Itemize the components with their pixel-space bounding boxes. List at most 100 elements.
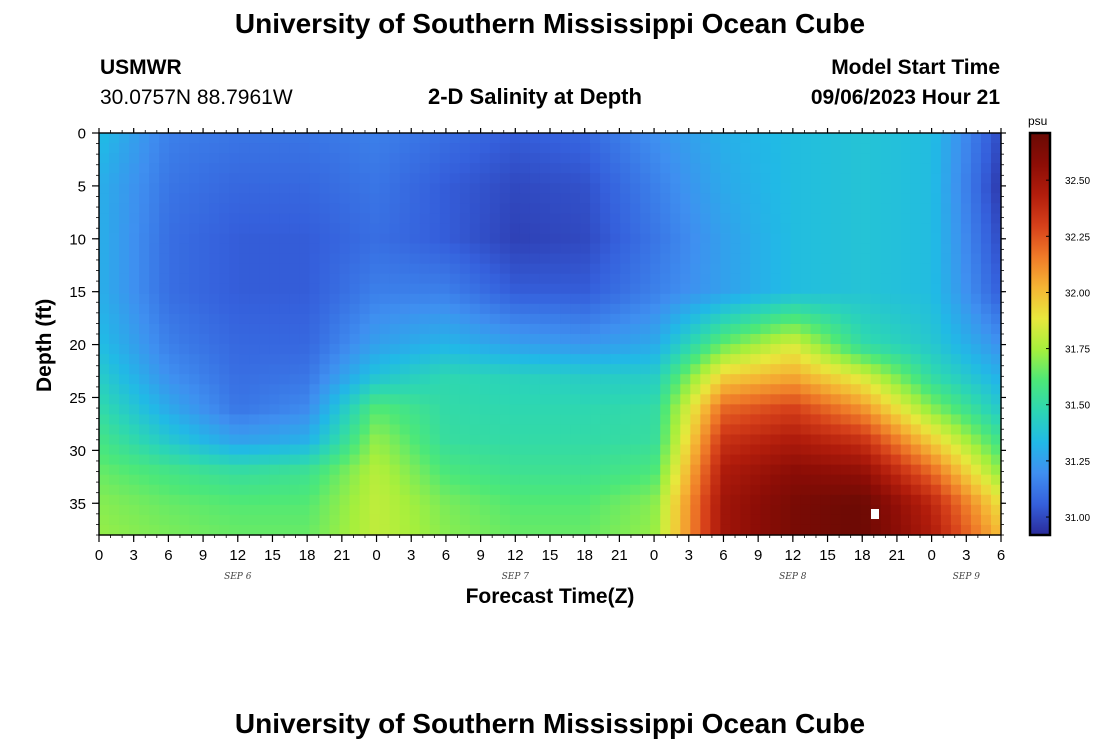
heatmap-cell (930, 323, 942, 335)
heatmap-cell (529, 213, 541, 225)
y-tick-label: 20 (69, 337, 86, 354)
heatmap-cell (139, 514, 150, 526)
heatmap-cell (800, 334, 812, 345)
heatmap-cell (439, 183, 451, 194)
heatmap-cell (690, 303, 701, 315)
heatmap-cell (910, 263, 922, 275)
heatmap-cell (590, 364, 601, 375)
heatmap-cell (590, 193, 601, 204)
heatmap-cell (329, 283, 341, 295)
heatmap-cell (960, 173, 972, 184)
heatmap-cell (459, 173, 471, 184)
heatmap-cell (800, 213, 812, 225)
heatmap-cell (860, 223, 872, 235)
heatmap-cell (580, 364, 591, 375)
heatmap-cell (479, 233, 491, 245)
heatmap-cell (199, 474, 210, 486)
heatmap-cell (489, 394, 501, 405)
heatmap-cell (449, 424, 461, 436)
heatmap-cell (269, 524, 280, 536)
heatmap-cell (239, 253, 250, 265)
heatmap-cell (900, 414, 912, 426)
heatmap-cell (810, 143, 822, 154)
heatmap-cell (399, 263, 411, 275)
heatmap-cell (249, 504, 260, 516)
heatmap-cell (590, 394, 601, 405)
heatmap-cell (379, 524, 391, 536)
heatmap-cell (509, 293, 521, 305)
x-tick-label: 0 (927, 547, 935, 564)
heatmap-cell (840, 213, 852, 225)
heatmap-cell (770, 203, 782, 214)
heatmap-cell (419, 464, 431, 476)
heatmap-cell (339, 133, 351, 144)
heatmap-cell (299, 494, 311, 506)
heatmap-cell (760, 303, 772, 315)
heatmap-cell (950, 173, 962, 184)
heatmap-cell (700, 514, 711, 526)
heatmap-cell (730, 494, 742, 506)
heatmap-cell (129, 223, 140, 235)
heatmap-cell (399, 524, 411, 536)
heatmap-cell (229, 233, 240, 245)
heatmap-cell (660, 504, 671, 516)
heatmap-cell (570, 374, 581, 385)
heatmap-cell (449, 464, 461, 476)
heatmap-cell (339, 213, 351, 225)
heatmap-cell (129, 344, 140, 355)
heatmap-cell (219, 524, 230, 536)
heatmap-cell (529, 293, 541, 305)
heatmap-cell (750, 303, 762, 315)
heatmap-cell (259, 374, 270, 385)
heatmap-cell (990, 394, 1002, 405)
heatmap-cell (970, 424, 982, 436)
heatmap-cell (179, 273, 190, 285)
heatmap-cell (810, 303, 822, 315)
heatmap-cell (810, 374, 822, 385)
heatmap-cell (780, 384, 792, 395)
heatmap-cell (970, 484, 982, 496)
heatmap-cell (359, 133, 371, 144)
heatmap-cell (720, 474, 731, 486)
heatmap-cell (249, 273, 260, 285)
heatmap-cell (570, 484, 581, 496)
heatmap-cell (519, 303, 531, 315)
heatmap-cell (409, 143, 421, 154)
heatmap-cell (640, 313, 651, 325)
heatmap-cell (429, 504, 441, 516)
heatmap-cell (600, 494, 611, 506)
heatmap-cell (750, 334, 762, 345)
heatmap-cell (610, 213, 621, 225)
heatmap-cell (129, 183, 140, 194)
heatmap-cell (259, 524, 270, 536)
heatmap-cell (269, 223, 280, 235)
heatmap-cell (249, 303, 260, 315)
x-tick-label: 6 (997, 547, 1005, 564)
heatmap-cell (850, 153, 862, 164)
heatmap-cell (590, 143, 601, 154)
heatmap-cell (660, 163, 671, 174)
heatmap-cell (980, 263, 992, 275)
heatmap-cell (570, 163, 581, 174)
heatmap-cell (690, 344, 701, 355)
heatmap-cell (119, 364, 130, 375)
heatmap-cell (720, 424, 731, 436)
heatmap-cell (339, 293, 351, 305)
heatmap-cell (970, 143, 982, 154)
heatmap-cell (359, 404, 371, 415)
heatmap-cell (369, 203, 381, 214)
heatmap-cell (109, 524, 120, 536)
heatmap-cell (99, 514, 110, 526)
heatmap-cell (660, 293, 671, 305)
heatmap-cell (469, 143, 481, 154)
heatmap-cell (700, 153, 711, 164)
heatmap-cell (700, 494, 711, 506)
heatmap-cell (600, 384, 611, 395)
heatmap-cell (620, 514, 631, 526)
heatmap-cell (249, 213, 260, 225)
heatmap-cell (670, 454, 681, 466)
heatmap-cell (289, 334, 301, 345)
heatmap-cell (389, 163, 401, 174)
heatmap-cell (209, 323, 220, 335)
heatmap-cell (109, 514, 120, 526)
